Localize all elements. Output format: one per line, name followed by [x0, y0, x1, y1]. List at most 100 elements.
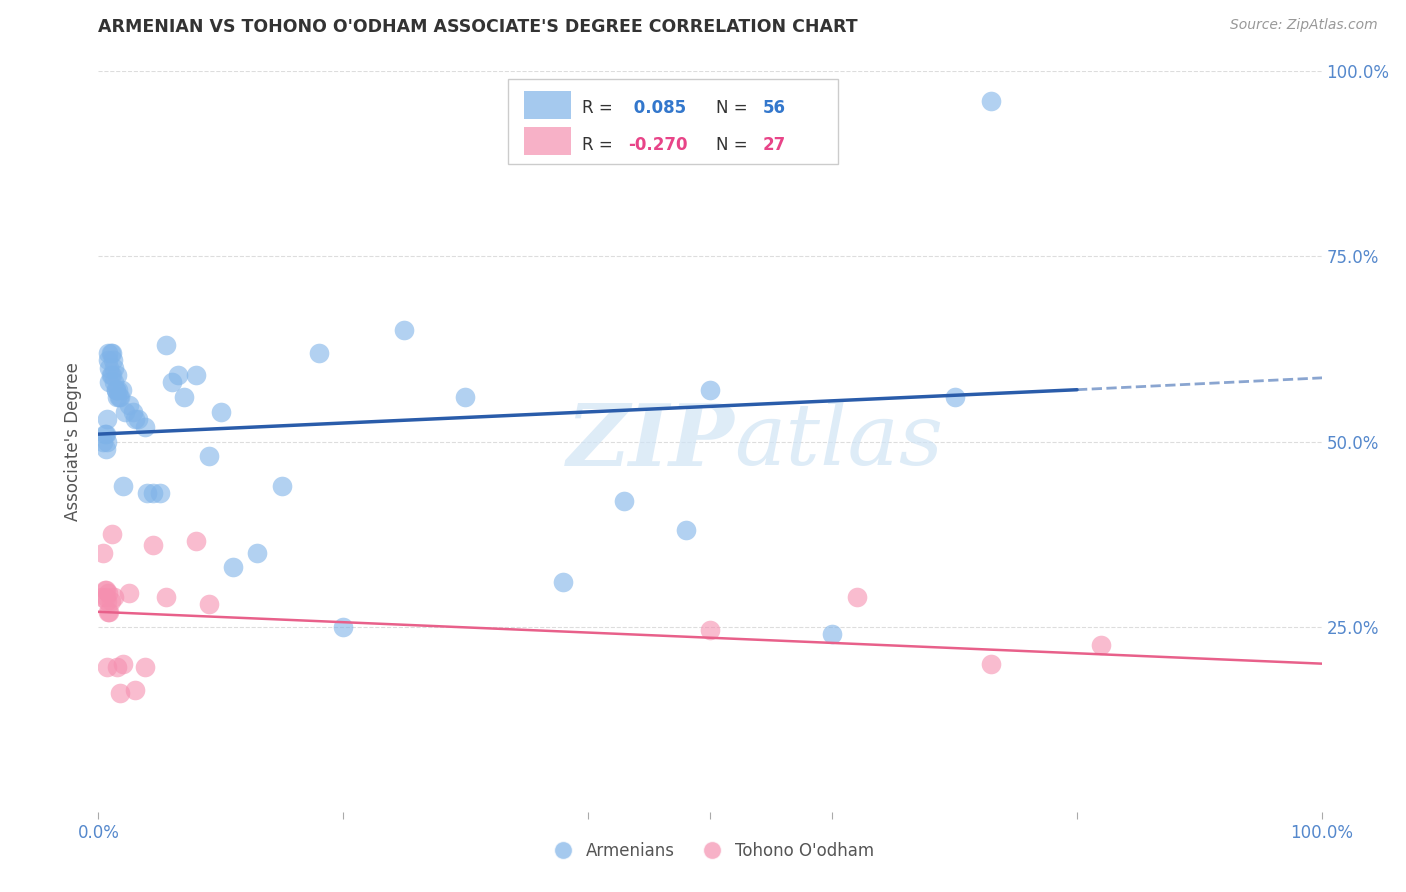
Point [96, 660, 118, 674]
Point [108, 390, 131, 404]
Point [103, 360, 125, 375]
Point [118, 586, 141, 600]
Point [270, 479, 294, 493]
Point [111, 479, 134, 493]
Point [173, 390, 195, 404]
Point [332, 619, 354, 633]
Point [96, 434, 118, 449]
Point [160, 376, 183, 390]
Text: ZIP: ZIP [567, 400, 734, 483]
FancyBboxPatch shape [524, 127, 571, 155]
Point [97, 345, 120, 359]
Point [104, 383, 127, 397]
Text: 56: 56 [762, 99, 786, 118]
Point [222, 560, 245, 574]
Point [100, 593, 122, 607]
Point [845, 590, 868, 604]
Point [699, 624, 721, 638]
Point [94, 590, 117, 604]
Point [111, 383, 134, 397]
Point [142, 486, 165, 500]
Point [101, 353, 124, 368]
Point [980, 657, 1002, 671]
Point [821, 627, 844, 641]
Point [699, 383, 721, 397]
Text: 0.085: 0.085 [628, 99, 686, 118]
Text: ARMENIAN VS TOHONO O'ODHAM ASSOCIATE'S DEGREE CORRELATION CHART: ARMENIAN VS TOHONO O'ODHAM ASSOCIATE'S D… [98, 18, 858, 36]
Point [1090, 638, 1112, 652]
Text: atlas: atlas [734, 401, 943, 483]
Point [121, 405, 143, 419]
Point [675, 524, 697, 538]
Point [613, 493, 636, 508]
Point [93, 582, 115, 597]
Point [104, 383, 127, 397]
Point [197, 598, 219, 612]
Point [111, 657, 134, 671]
Point [197, 450, 219, 464]
Point [101, 368, 124, 382]
Point [96, 593, 118, 607]
Text: -0.270: -0.270 [628, 136, 688, 154]
Legend: Armenians, Tohono O'odham: Armenians, Tohono O'odham [540, 835, 880, 866]
Text: N =: N = [716, 99, 754, 118]
Point [553, 575, 575, 590]
Point [105, 368, 128, 382]
Point [97, 586, 120, 600]
Point [101, 527, 124, 541]
Point [114, 405, 136, 419]
Point [155, 590, 177, 604]
Text: N =: N = [716, 136, 754, 154]
Point [91, 434, 114, 449]
Point [127, 412, 149, 426]
Point [91, 590, 114, 604]
Point [100, 368, 122, 382]
Point [96, 412, 118, 426]
Point [134, 419, 156, 434]
Point [142, 538, 165, 552]
FancyBboxPatch shape [508, 78, 838, 164]
Point [124, 412, 146, 426]
Text: Source: ZipAtlas.com: Source: ZipAtlas.com [1230, 18, 1378, 32]
Point [110, 390, 132, 404]
Point [186, 368, 208, 382]
Point [105, 660, 128, 674]
Point [93, 427, 115, 442]
Point [980, 94, 1002, 108]
Point [943, 390, 966, 404]
Point [308, 345, 330, 359]
Point [94, 427, 117, 442]
Point [98, 605, 121, 619]
Point [124, 682, 146, 697]
Point [155, 338, 177, 352]
Point [246, 546, 269, 560]
Point [392, 324, 416, 338]
Text: R =: R = [582, 136, 617, 154]
Point [91, 546, 114, 560]
Point [107, 383, 129, 397]
Point [454, 390, 477, 404]
Point [98, 376, 121, 390]
Point [97, 353, 120, 368]
Point [101, 345, 124, 359]
Point [209, 405, 232, 419]
Point [136, 486, 159, 500]
Point [105, 390, 128, 404]
Point [98, 360, 121, 375]
Point [94, 582, 117, 597]
Point [134, 660, 156, 674]
Point [97, 605, 120, 619]
Point [186, 534, 208, 549]
Point [167, 368, 190, 382]
Text: 27: 27 [762, 136, 786, 154]
FancyBboxPatch shape [524, 91, 571, 120]
Point [94, 442, 117, 456]
Point [100, 345, 122, 359]
Point [110, 686, 132, 700]
Text: R =: R = [582, 99, 617, 118]
Point [149, 486, 172, 500]
Point [118, 397, 141, 411]
Y-axis label: Associate's Degree: Associate's Degree [65, 362, 83, 521]
Point [103, 590, 125, 604]
Point [103, 376, 125, 390]
